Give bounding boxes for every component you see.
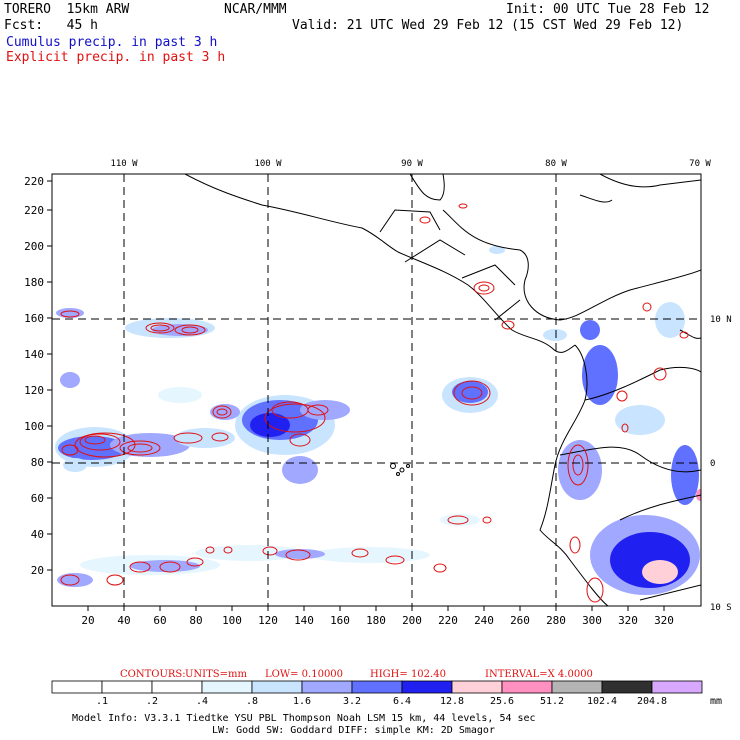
x-tick-label: 320: [654, 614, 674, 627]
physics-info-line: LW: Godd SW: Goddard DIFF: simple KM: 2D…: [212, 725, 495, 736]
x-tick-label: 280: [546, 614, 566, 627]
colorbar-label: 51.2: [540, 696, 564, 707]
y-tick-labels: 20 40 60 80 100 120 140 160 180 200 220 …: [24, 175, 44, 577]
model-info-line: Model Info: V3.3.1 Tiedtke YSU PBL Thomp…: [72, 713, 536, 724]
lat-labels: 10 N 0 10 S: [710, 315, 732, 613]
y-tick-label: 40: [31, 528, 44, 541]
x-tick-label: 180: [366, 614, 386, 627]
x-tick-label: 320: [618, 614, 638, 627]
x-tick-label: 120: [258, 614, 278, 627]
y-tick-label: 220: [24, 175, 44, 188]
x-tick-label: 20: [81, 614, 94, 627]
cumulus-precip-shading: [55, 246, 701, 595]
contour-interval: INTERVAL=X 4.0000: [485, 669, 593, 680]
colorbar-label: 1.6: [293, 696, 311, 707]
colorbar-label: .2: [146, 696, 158, 707]
x-tick-label: 220: [438, 614, 458, 627]
explicit-precip-label: Explicit precip. in past 3 h: [6, 50, 226, 65]
lat-lon-grid: [52, 174, 701, 606]
colorbar-label: 25.6: [490, 696, 514, 707]
colorbar-labels: .1 .2 .4 .8 1.6 3.2 6.4 12.8 25.6 51.2 1…: [96, 696, 722, 707]
contour-high: HIGH= 102.40: [370, 669, 446, 680]
x-tick-label: 40: [117, 614, 130, 627]
model-title: TORERO 15km ARW: [4, 2, 130, 17]
x-tick-label: 140: [294, 614, 314, 627]
y-tick-label: 180: [24, 276, 44, 289]
x-tick-label: 60: [153, 614, 166, 627]
lon-label: 70 W: [689, 159, 711, 169]
x-tick-label: 200: [402, 614, 422, 627]
y-tick-label: 60: [31, 492, 44, 505]
contour-low: LOW= 0.10000: [265, 669, 343, 680]
organization-label: NCAR/MMM: [224, 2, 287, 17]
colorbar-label: .8: [246, 696, 258, 707]
colorbar-label: 3.2: [343, 696, 361, 707]
y-tick-label: 120: [24, 384, 44, 397]
lon-label: 110 W: [110, 159, 138, 169]
x-tick-label: 160: [330, 614, 350, 627]
y-tick-label: 140: [24, 348, 44, 361]
y-tick-label: 160: [24, 312, 44, 325]
colorbar-label: 204.8: [637, 696, 667, 707]
lon-label: 100 W: [254, 159, 282, 169]
colorbar-label: .4: [196, 696, 208, 707]
colorbar-unit: mm: [710, 696, 722, 707]
x-tick-label: 100: [222, 614, 242, 627]
valid-time: Valid: 21 UTC Wed 29 Feb 12 (15 CST Wed …: [292, 18, 684, 33]
forecast-hour: Fcst: 45 h: [4, 18, 98, 33]
x-tick-label: 80: [189, 614, 202, 627]
y-tick-label: 20: [31, 564, 44, 577]
colorbar-label: 102.4: [587, 696, 617, 707]
lon-labels: 110 W 100 W 90 W 80 W 70 W: [110, 159, 711, 169]
lat-label: 10 N: [710, 315, 732, 325]
init-time: Init: 00 UTC Tue 28 Feb 12: [506, 2, 710, 17]
y-tick-label: 220: [24, 204, 44, 217]
x-tick-label: 240: [474, 614, 494, 627]
axis-ticks: [47, 180, 665, 611]
x-tick-labels: 20 40 60 80 100 120 140 160 180 200 220 …: [81, 614, 674, 627]
colorbar: [51, 680, 703, 694]
map-field: [55, 174, 701, 606]
explicit-precip-contours: [60, 203, 689, 603]
x-tick-label: 300: [582, 614, 602, 627]
x-tick-label: 260: [510, 614, 530, 627]
colorbar-label: .1: [96, 696, 108, 707]
colorbar-label: 12.8: [440, 696, 464, 707]
contour-info: CONTOURS: UNITS=mm LOW= 0.10000 HIGH= 10…: [120, 669, 593, 680]
colorbar-label: 6.4: [393, 696, 411, 707]
y-tick-label: 100: [24, 420, 44, 433]
contours-label: CONTOURS:: [120, 669, 186, 680]
contour-units: UNITS=mm: [185, 669, 248, 680]
lat-label: 10 S: [710, 603, 732, 613]
model-footer: Model Info: V3.3.1 Tiedtke YSU PBL Thomp…: [72, 713, 536, 736]
y-tick-label: 80: [31, 456, 44, 469]
cumulus-precip-label: Cumulus precip. in past 3 h: [6, 35, 218, 50]
lat-label: 0: [710, 459, 715, 469]
lon-label: 90 W: [401, 159, 423, 169]
y-tick-label: 200: [24, 240, 44, 253]
lon-label: 80 W: [545, 159, 567, 169]
